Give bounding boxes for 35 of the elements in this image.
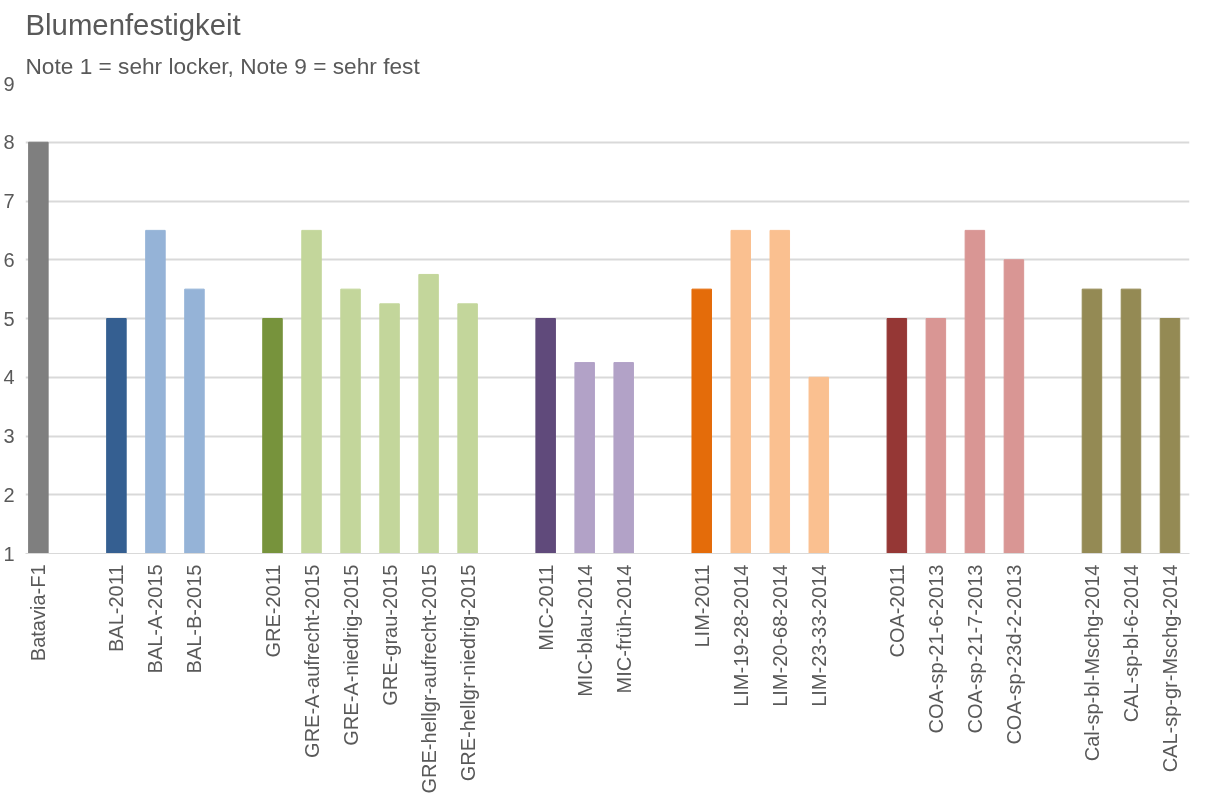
x-tick-label: CAL-sp-gr-Mschg-2014: [1158, 564, 1181, 773]
x-tick-label: GRE-A-niedrig-2015: [339, 564, 362, 746]
x-tick-label: GRE-hellgr-niedrig-2015: [456, 564, 479, 782]
y-tick-label: 4: [3, 366, 15, 389]
x-tick-label: BAL-A-2015: [144, 564, 167, 674]
x-tick-label: MIC-blau-2014: [573, 564, 596, 697]
y-tick-label: 9: [3, 72, 15, 95]
x-tick-label: Batavia-F1: [27, 564, 50, 662]
chart-subtitle: Note 1 = sehr locker, Note 9 = sehr fest: [25, 52, 421, 79]
y-tick-label: 3: [3, 425, 15, 447]
x-tick-label: GRE-A-aufrecht-2015: [300, 564, 323, 758]
x-tick-label: CAL-sp-bl-6-2014: [1119, 564, 1142, 723]
x-tick-label: GRE-grau-2015: [378, 564, 401, 706]
x-tick-label: GRE-hellgr-aufrecht-2015: [417, 564, 440, 794]
x-tick-label: GRE-2011: [261, 564, 284, 658]
y-tick-label: 7: [3, 190, 15, 212]
x-tick-label: LIM-23-33-2014: [807, 564, 830, 707]
x-tick-label: MIC-früh-2014: [612, 564, 635, 694]
x-tick-label: LIM-2011: [690, 564, 713, 648]
x-tick-label: COA-2011: [885, 564, 908, 658]
chart-title: Blumenfestigkeit: [25, 7, 241, 41]
x-tick-label: COA-sp-23d-2-2013: [1002, 564, 1025, 745]
x-tick-label: BAL-B-2015: [183, 564, 206, 674]
y-tick-label: 2: [3, 483, 15, 506]
y-tick-label: 1: [3, 542, 15, 565]
x-tick-label: MIC-2011: [534, 564, 557, 651]
x-tick-label: BAL-2011: [105, 564, 128, 652]
x-tick-label: LIM-19-28-2014: [729, 564, 752, 707]
x-tick-label: COA-sp-21-6-2013: [924, 564, 947, 734]
y-tick-label: 5: [3, 307, 15, 330]
y-tick-label: 6: [3, 248, 15, 271]
x-tick-label: Cal-sp-bl-Mschg-2014: [1080, 564, 1103, 762]
x-tick-label: LIM-20-68-2014: [768, 564, 791, 707]
y-tick-label: 8: [3, 131, 15, 154]
x-tick-label: COA-sp-21-7-2013: [963, 564, 986, 734]
